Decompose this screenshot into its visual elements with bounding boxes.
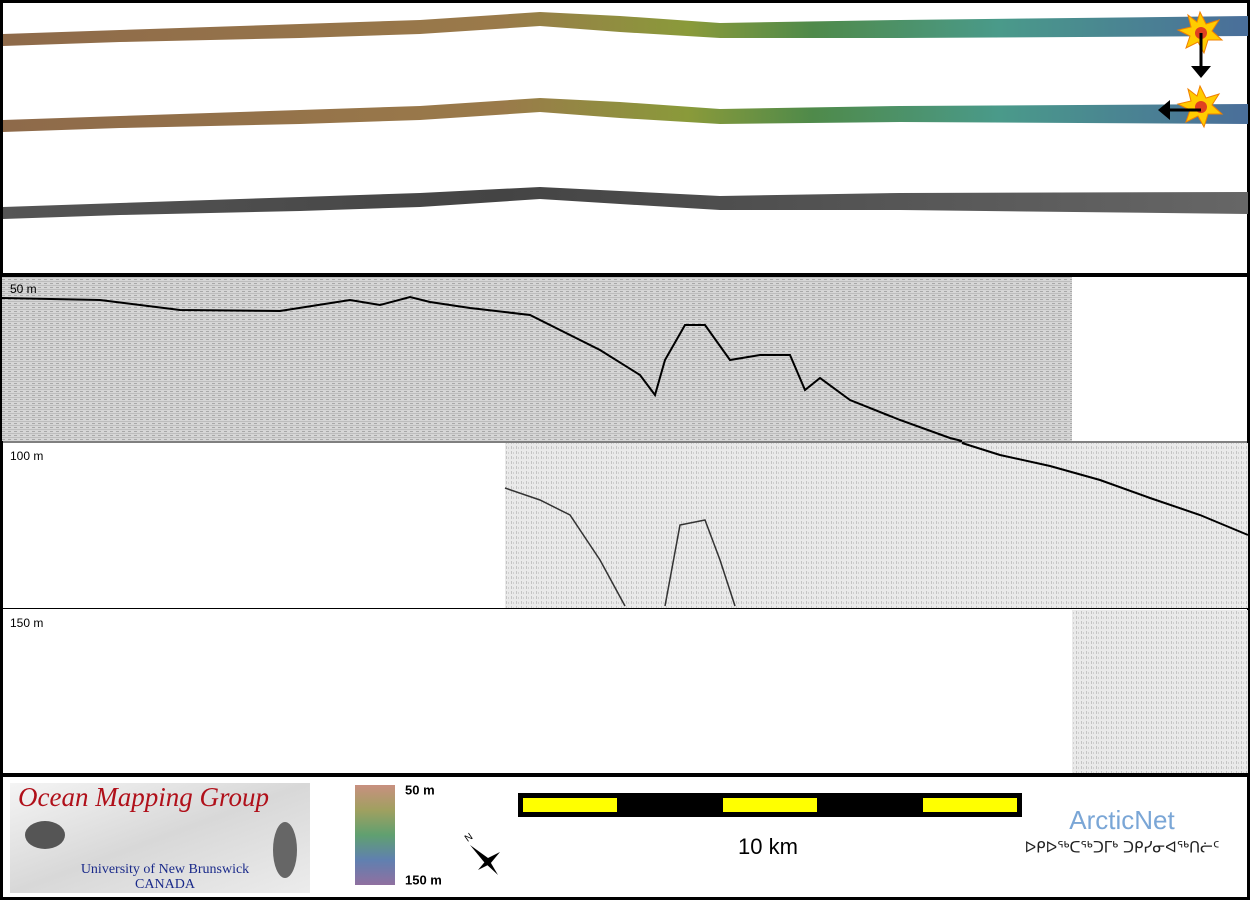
logo: Ocean Mapping Group University of New Br… <box>10 782 310 893</box>
logo-university: University of New Brunswick <box>81 862 249 877</box>
seafloor-line <box>961 442 1249 536</box>
seafloor-line <box>1 295 963 442</box>
ship-marker <box>1176 10 1224 78</box>
logo-title: Ocean Mapping Group <box>18 782 269 812</box>
ship-marker <box>1158 84 1224 129</box>
depth-label: 150 m <box>10 616 43 630</box>
logo-country: CANADA <box>135 877 196 892</box>
seafloor-multiple <box>664 519 736 607</box>
bathymetry-swath <box>3 98 1248 132</box>
scale-bar <box>518 793 1022 817</box>
bathymetry-swath <box>3 12 1248 46</box>
backscatter-swath <box>3 187 1248 219</box>
profile-strip <box>505 443 1248 608</box>
depth-label: 100 m <box>10 449 43 463</box>
scale-label: 10 km <box>738 834 798 859</box>
seafloor-multiple <box>504 487 626 607</box>
profile-strip <box>2 277 1072 441</box>
colorbar-label: 150 m <box>405 872 442 887</box>
partner-name: ArcticNet <box>1069 805 1175 835</box>
north-arrow: N <box>463 831 500 875</box>
colorbar-label: 50 m <box>405 782 435 797</box>
partner-syllabics: ᐅᑭᐅᖅᑕᖅᑐᒥᒃ ᑐᑭᓯᓂᐊᖅᑎᓖᑦ <box>1025 839 1220 857</box>
depth-label: 50 m <box>10 282 37 296</box>
profile-strip <box>1072 610 1248 773</box>
colorbar <box>355 785 395 885</box>
